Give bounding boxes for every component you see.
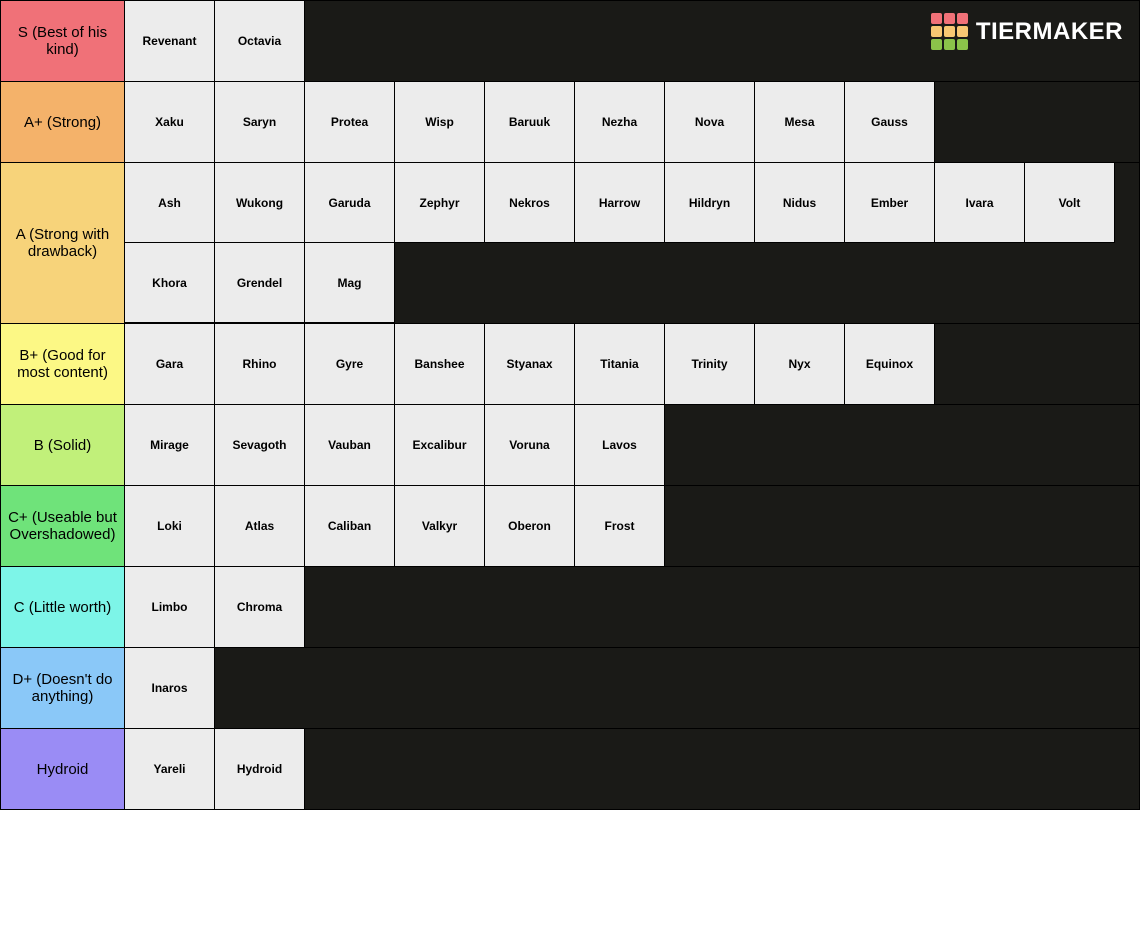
tier-item[interactable]: Limbo: [125, 567, 215, 647]
tier-item[interactable]: Gara: [125, 324, 215, 404]
tier-items: LimboChroma: [125, 567, 1139, 647]
tier-item[interactable]: Styanax: [485, 324, 575, 404]
tier-label[interactable]: A+ (Strong): [1, 82, 125, 162]
watermark-grid-cell: [944, 13, 955, 24]
tier-item[interactable]: Nyx: [755, 324, 845, 404]
tier-label[interactable]: Hydroid: [1, 729, 125, 809]
tier-item[interactable]: Harrow: [575, 163, 665, 243]
tier-item[interactable]: Trinity: [665, 324, 755, 404]
tier-item[interactable]: Wisp: [395, 82, 485, 162]
tier-item[interactable]: Atlas: [215, 486, 305, 566]
tier-row: HydroidYareliHydroid: [1, 729, 1139, 809]
tier-row: A (Strong with drawback)AshWukongGarudaZ…: [1, 163, 1139, 324]
tier-item[interactable]: Gauss: [845, 82, 935, 162]
tier-row: B (Solid)MirageSevagothVaubanExcaliburVo…: [1, 405, 1139, 486]
tier-item[interactable]: Equinox: [845, 324, 935, 404]
tier-item[interactable]: Excalibur: [395, 405, 485, 485]
tier-item[interactable]: Lavos: [575, 405, 665, 485]
tier-item[interactable]: Hildryn: [665, 163, 755, 243]
tier-item[interactable]: Ember: [845, 163, 935, 243]
tier-item[interactable]: Titania: [575, 324, 665, 404]
tier-item[interactable]: Frost: [575, 486, 665, 566]
tier-row: C+ (Useable but Overshadowed)LokiAtlasCa…: [1, 486, 1139, 567]
tier-item[interactable]: Nidus: [755, 163, 845, 243]
tier-items: YareliHydroid: [125, 729, 1139, 809]
tier-item[interactable]: Nezha: [575, 82, 665, 162]
tier-label[interactable]: S (Best of his kind): [1, 1, 125, 81]
tier-item[interactable]: Mirage: [125, 405, 215, 485]
tier-item[interactable]: Nova: [665, 82, 755, 162]
tier-item[interactable]: Khora: [125, 243, 215, 323]
tier-item[interactable]: Voruna: [485, 405, 575, 485]
tier-item[interactable]: Protea: [305, 82, 395, 162]
watermark-grid-cell: [931, 26, 942, 37]
tier-item[interactable]: Xaku: [125, 82, 215, 162]
tier-row: D+ (Doesn't do anything)Inaros: [1, 648, 1139, 729]
tier-item[interactable]: Volt: [1025, 163, 1115, 243]
tier-item[interactable]: Grendel: [215, 243, 305, 323]
tier-items: AshWukongGarudaZephyrNekrosHarrowHildryn…: [125, 163, 1139, 323]
tier-label[interactable]: C (Little worth): [1, 567, 125, 647]
tier-item[interactable]: Caliban: [305, 486, 395, 566]
tier-item[interactable]: Loki: [125, 486, 215, 566]
tier-item[interactable]: Gyre: [305, 324, 395, 404]
tier-item[interactable]: Sevagoth: [215, 405, 305, 485]
watermark: TIERMAKER: [931, 13, 1123, 50]
tier-item[interactable]: Banshee: [395, 324, 485, 404]
watermark-grid-cell: [931, 13, 942, 24]
tier-label[interactable]: B (Solid): [1, 405, 125, 485]
tier-item[interactable]: Rhino: [215, 324, 305, 404]
tier-items: Inaros: [125, 648, 1139, 728]
tier-list: TIERMAKER S (Best of his kind)RevenantOc…: [0, 0, 1140, 810]
watermark-grid-icon: [931, 13, 968, 50]
tier-items: XakuSarynProteaWispBaruukNezhaNovaMesaGa…: [125, 82, 1139, 162]
watermark-text: TIERMAKER: [976, 18, 1123, 46]
tier-item[interactable]: Inaros: [125, 648, 215, 728]
watermark-grid-cell: [931, 39, 942, 50]
tier-item[interactable]: Hydroid: [215, 729, 305, 809]
tier-item[interactable]: Zephyr: [395, 163, 485, 243]
tier-item[interactable]: Ivara: [935, 163, 1025, 243]
tier-items: MirageSevagothVaubanExcaliburVorunaLavos: [125, 405, 1139, 485]
tier-label[interactable]: D+ (Doesn't do anything): [1, 648, 125, 728]
tier-label[interactable]: C+ (Useable but Overshadowed): [1, 486, 125, 566]
tier-item[interactable]: Vauban: [305, 405, 395, 485]
tier-item[interactable]: Mag: [305, 243, 395, 323]
tier-item[interactable]: Revenant: [125, 1, 215, 81]
tier-item[interactable]: Ash: [125, 163, 215, 243]
tier-item[interactable]: Saryn: [215, 82, 305, 162]
tier-label[interactable]: A (Strong with drawback): [1, 163, 125, 323]
tier-item[interactable]: Octavia: [215, 1, 305, 81]
tier-item[interactable]: Baruuk: [485, 82, 575, 162]
tier-items: LokiAtlasCalibanValkyrOberonFrost: [125, 486, 1139, 566]
tier-item[interactable]: Oberon: [485, 486, 575, 566]
tier-item[interactable]: Chroma: [215, 567, 305, 647]
watermark-grid-cell: [957, 13, 968, 24]
tier-label[interactable]: B+ (Good for most content): [1, 324, 125, 404]
watermark-grid-cell: [944, 26, 955, 37]
tier-item[interactable]: Valkyr: [395, 486, 485, 566]
tier-item[interactable]: Mesa: [755, 82, 845, 162]
tier-row: A+ (Strong)XakuSarynProteaWispBaruukNezh…: [1, 82, 1139, 163]
watermark-grid-cell: [957, 39, 968, 50]
tier-row: B+ (Good for most content)GaraRhinoGyreB…: [1, 324, 1139, 405]
tier-item[interactable]: Nekros: [485, 163, 575, 243]
tier-item[interactable]: Wukong: [215, 163, 305, 243]
tier-row: C (Little worth)LimboChroma: [1, 567, 1139, 648]
watermark-grid-cell: [944, 39, 955, 50]
tier-items: GaraRhinoGyreBansheeStyanaxTitaniaTrinit…: [125, 324, 1139, 404]
tier-item[interactable]: Garuda: [305, 163, 395, 243]
tier-item[interactable]: Yareli: [125, 729, 215, 809]
watermark-grid-cell: [957, 26, 968, 37]
